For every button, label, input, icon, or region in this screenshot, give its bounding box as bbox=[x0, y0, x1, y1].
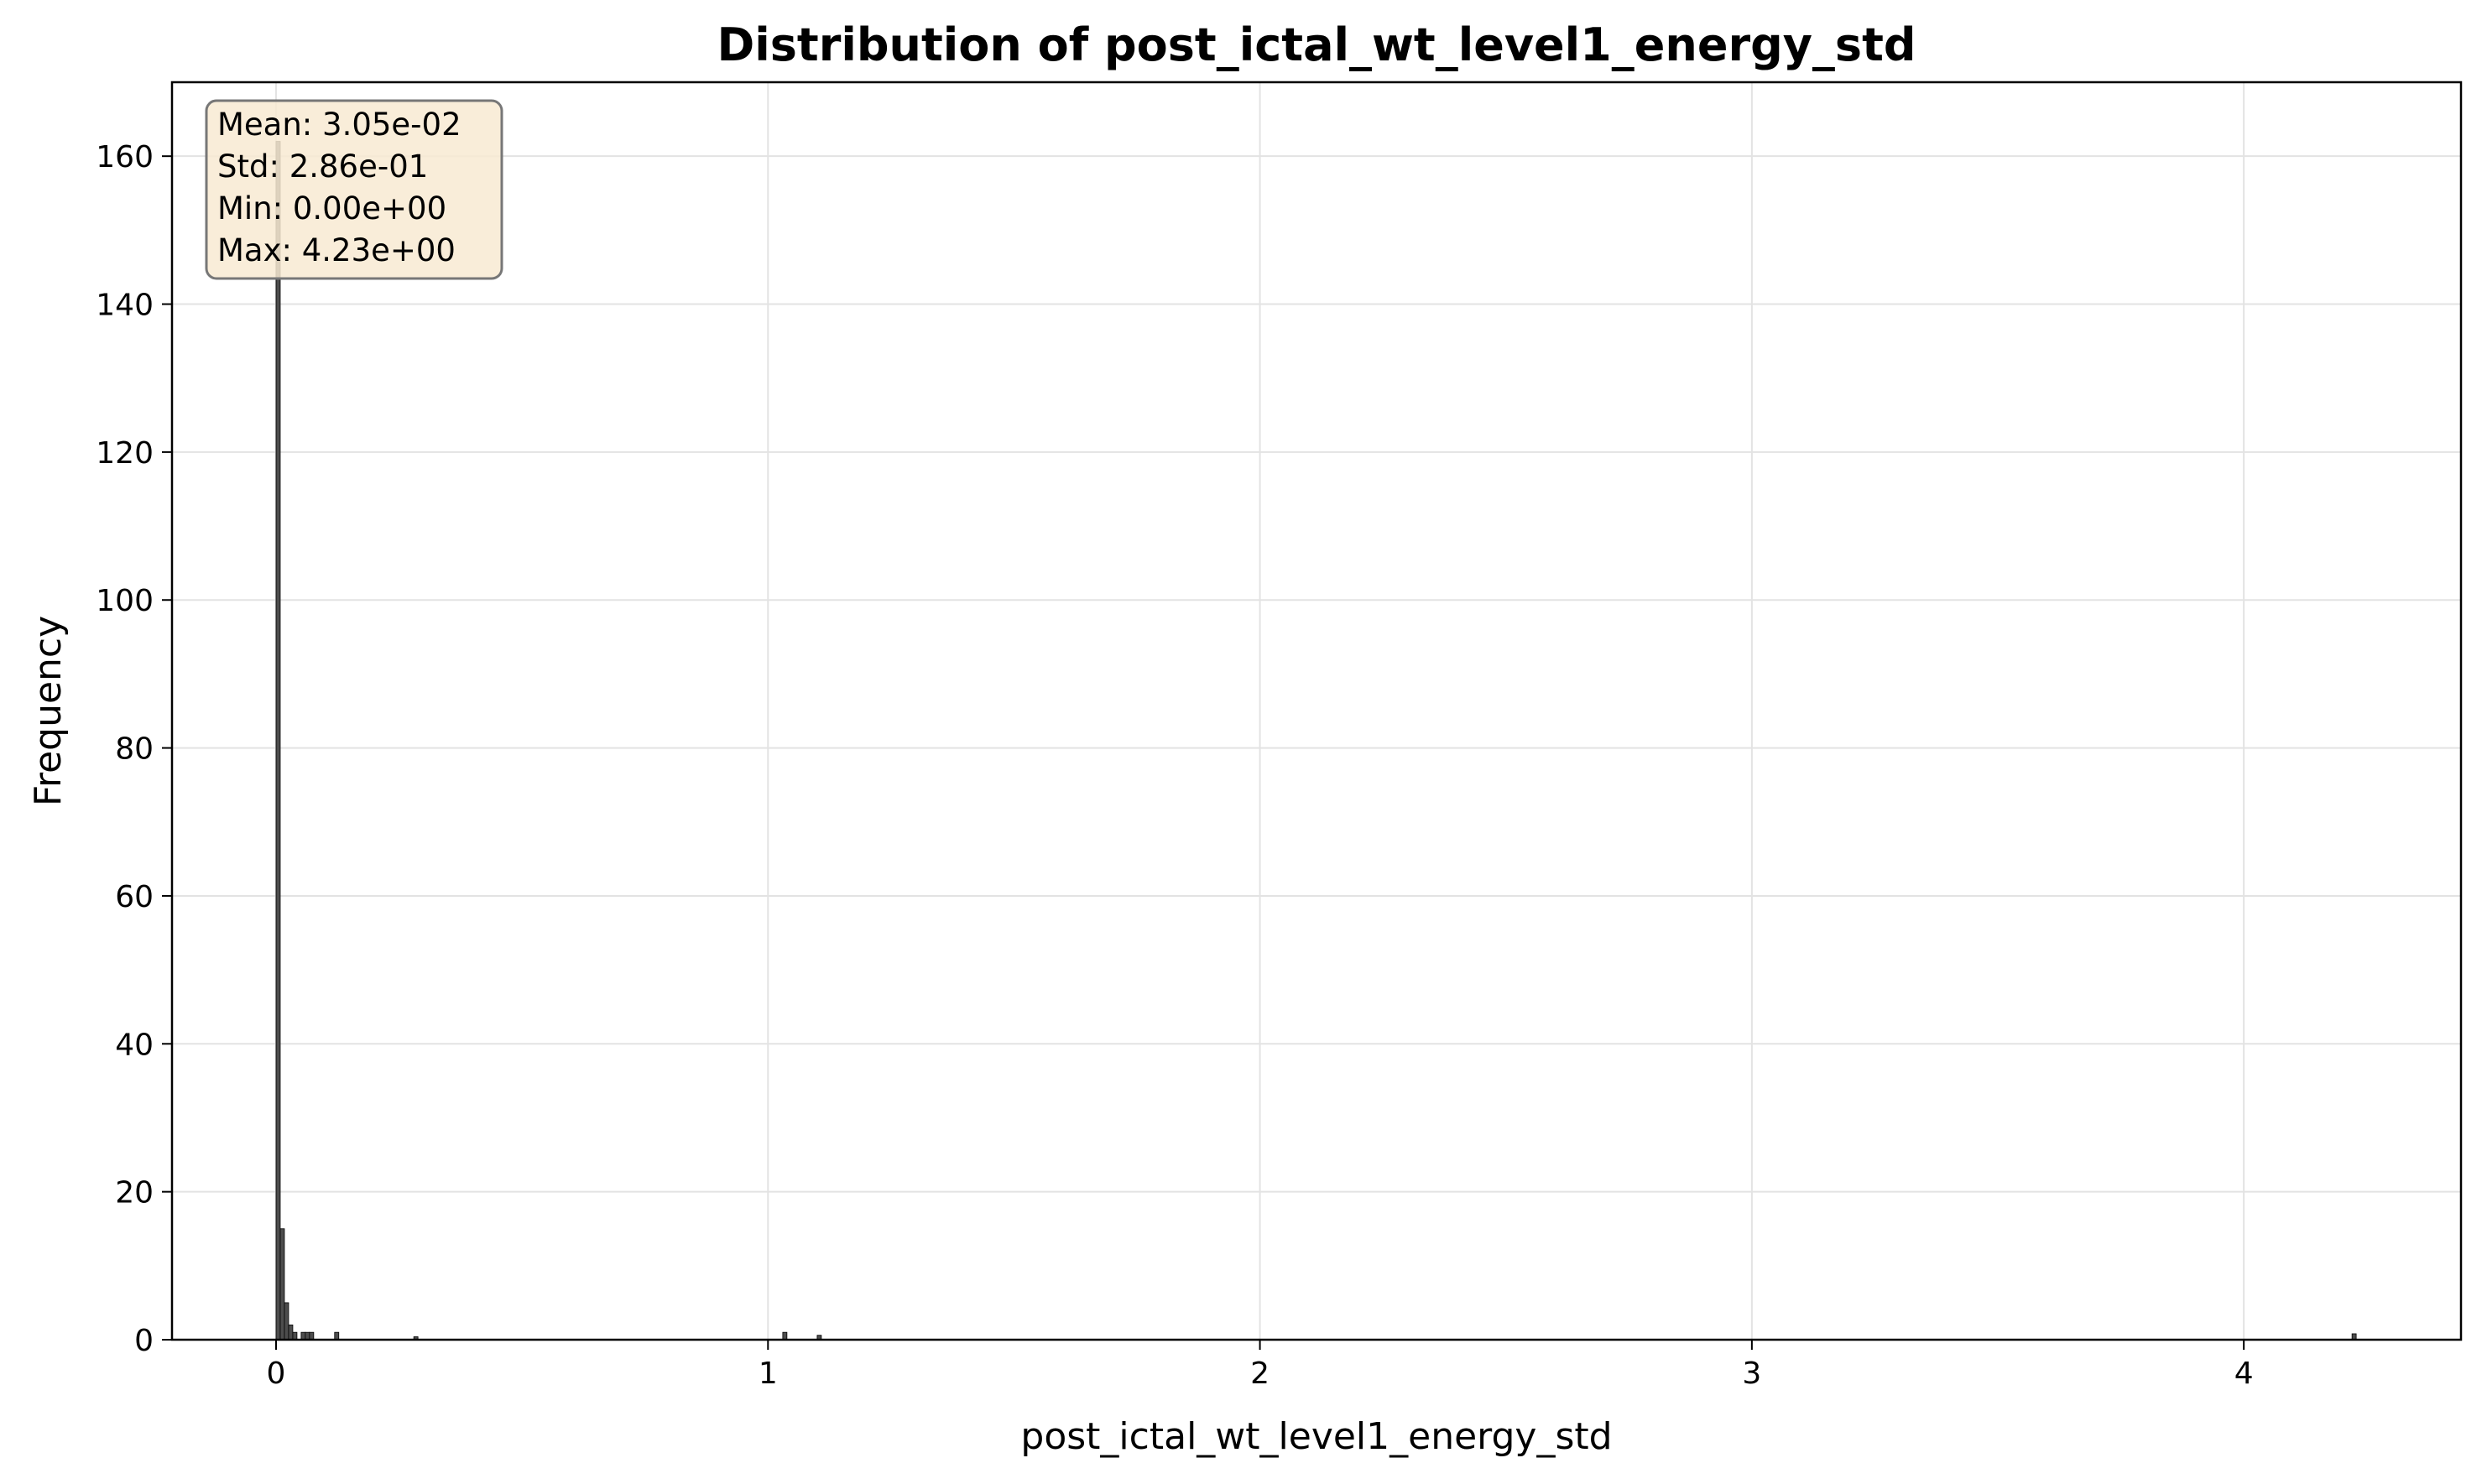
x-tick-label: 0 bbox=[267, 1356, 286, 1391]
stats-mean: Mean: 3.05e-02 bbox=[217, 107, 461, 143]
y-tick-label: 120 bbox=[96, 436, 154, 471]
y-tick-label: 0 bbox=[134, 1324, 154, 1358]
stats-std: Std: 2.86e-01 bbox=[217, 148, 428, 185]
histogram-bar bbox=[305, 1331, 310, 1341]
histogram-bar bbox=[284, 1302, 289, 1341]
histogram-bar bbox=[279, 1228, 285, 1341]
histogram-bar bbox=[292, 1331, 298, 1341]
y-tick-label: 100 bbox=[96, 584, 154, 618]
x-tick-label: 2 bbox=[1250, 1356, 1270, 1391]
y-tick-label: 20 bbox=[115, 1176, 154, 1211]
stats-box-background bbox=[205, 99, 503, 280]
x-axis-ticks: 0 1 2 3 4 bbox=[267, 1340, 2254, 1391]
histogram-bar bbox=[288, 1324, 294, 1341]
chart-title: Distribution of post_ictal_wt_level1_ene… bbox=[717, 18, 1916, 71]
y-tick-label: 80 bbox=[115, 732, 154, 767]
histogram-bar bbox=[275, 141, 281, 1341]
histogram-bar bbox=[782, 1331, 788, 1341]
grid-lines bbox=[172, 82, 2461, 1341]
x-tick-label: 4 bbox=[2234, 1356, 2254, 1391]
y-tick-label: 60 bbox=[115, 880, 154, 914]
y-tick-label: 160 bbox=[96, 140, 154, 174]
histogram-bar bbox=[334, 1331, 340, 1341]
stats-min: Min: 0.00e+00 bbox=[217, 190, 446, 227]
histogram-bar bbox=[300, 1331, 306, 1341]
y-tick-label: 140 bbox=[96, 289, 154, 323]
y-axis-label: Frequency bbox=[27, 616, 70, 806]
x-axis-label: post_ictal_wt_level1_energy_std bbox=[1020, 1415, 1612, 1458]
x-tick-label: 1 bbox=[759, 1356, 778, 1391]
y-axis-ticks: 0 20 40 60 80 100 120 140 160 bbox=[96, 140, 172, 1358]
y-tick-label: 40 bbox=[115, 1028, 154, 1062]
histogram-bar bbox=[309, 1331, 315, 1341]
stats-box: Mean: 3.05e-02 Std: 2.86e-01 Min: 0.00e+… bbox=[205, 99, 503, 280]
x-tick-label: 3 bbox=[1742, 1356, 1761, 1391]
histogram-bars bbox=[275, 141, 2357, 1341]
plot-area-frame bbox=[170, 81, 2463, 1341]
stats-max: Max: 4.23e+00 bbox=[217, 232, 456, 268]
